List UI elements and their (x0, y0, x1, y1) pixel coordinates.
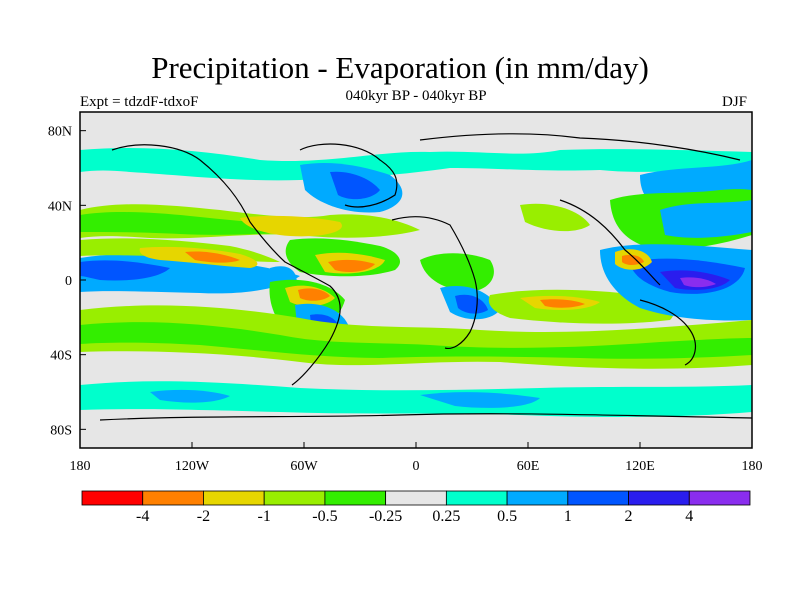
colorbar-label: 0.5 (497, 508, 518, 525)
colorbar-swatch (628, 490, 690, 506)
y-tick-label: 0 (65, 274, 72, 289)
colorbar-label: -4 (136, 508, 150, 525)
y-tick-label: 40N (48, 199, 72, 214)
colorbar-swatch (385, 490, 447, 506)
colorbar-swatch (203, 490, 265, 506)
colorbar-label: -0.5 (312, 508, 338, 525)
colorbar (81, 490, 751, 506)
colorbar-swatch (445, 490, 508, 506)
colorbar-label: -0.25 (368, 508, 403, 525)
colorbar-swatch (567, 490, 629, 506)
colorbar-label: -2 (196, 508, 211, 525)
x-tick-label: 60E (517, 459, 540, 474)
colorbar-label: 4 (685, 508, 694, 525)
x-tick-label: 120W (175, 459, 210, 474)
colorbar-swatch (688, 490, 751, 506)
y-tick-label: 40S (50, 349, 72, 364)
x-tick-label: 180 (70, 459, 91, 474)
contour-fields (80, 148, 752, 417)
x-tick-label: 120E (625, 459, 655, 474)
season-label: DJF (722, 94, 748, 110)
colorbar-swatch (142, 490, 204, 506)
y-tick-label: 80S (50, 423, 72, 438)
colorbar-label: 0.25 (432, 508, 461, 525)
colorbar-swatch (263, 490, 326, 506)
y-tick-label: 80N (48, 125, 72, 140)
colorbar-swatch (506, 490, 569, 506)
x-tick-label: 60W (290, 459, 318, 474)
colorbar-label: 2 (624, 508, 633, 525)
colorbar-swatch (81, 490, 144, 506)
colorbar-swatch (324, 490, 387, 506)
experiment-label: Expt = tdzdF-tdxoF (80, 94, 199, 110)
plot-subtitle: 040kyr BP - 040kyr BP (345, 88, 487, 104)
colorbar-label: 1 (563, 508, 572, 525)
x-tick-label: 0 (413, 459, 420, 474)
coastlines (99, 133, 752, 421)
colorbar-label: -1 (257, 508, 271, 525)
x-tick-label: 180 (742, 459, 763, 474)
axis-ticks: 180 120W 60W 0 60E 120E 180 80N 40N 0 40S 80S (48, 125, 763, 474)
plot-title: Precipitation - Evaporation (in mm/day) (151, 50, 649, 85)
